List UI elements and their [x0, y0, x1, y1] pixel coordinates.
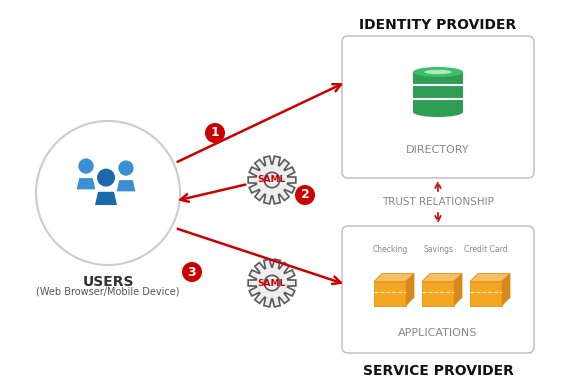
Circle shape	[118, 160, 134, 176]
Ellipse shape	[424, 70, 452, 74]
Circle shape	[182, 262, 202, 282]
Circle shape	[264, 275, 280, 291]
Polygon shape	[502, 274, 510, 305]
Polygon shape	[116, 180, 135, 191]
Text: IDENTITY PROVIDER: IDENTITY PROVIDER	[359, 18, 517, 32]
Text: 3: 3	[188, 265, 196, 279]
Polygon shape	[406, 274, 414, 305]
Circle shape	[264, 172, 280, 188]
Text: Checking: Checking	[372, 246, 408, 255]
Polygon shape	[77, 178, 95, 189]
Polygon shape	[470, 274, 510, 282]
Polygon shape	[454, 274, 462, 305]
Text: USERS: USERS	[82, 275, 134, 289]
Ellipse shape	[413, 67, 463, 77]
Text: DIRECTORY: DIRECTORY	[406, 145, 470, 155]
FancyBboxPatch shape	[342, 36, 534, 178]
Text: TRUST RELATIONSHIP: TRUST RELATIONSHIP	[382, 197, 494, 207]
Text: 1: 1	[211, 126, 219, 140]
Text: SAML: SAML	[258, 175, 286, 185]
Polygon shape	[248, 156, 296, 204]
Text: Credit Card: Credit Card	[464, 246, 508, 255]
Circle shape	[36, 121, 180, 265]
Polygon shape	[374, 282, 406, 305]
Polygon shape	[422, 274, 462, 282]
Text: SERVICE PROVIDER: SERVICE PROVIDER	[363, 364, 513, 378]
Text: 2: 2	[300, 189, 309, 201]
Circle shape	[78, 158, 94, 174]
Polygon shape	[248, 259, 296, 307]
FancyBboxPatch shape	[342, 226, 534, 353]
Circle shape	[205, 123, 225, 143]
Text: (Web Browser/Mobile Device): (Web Browser/Mobile Device)	[36, 287, 180, 297]
Text: Savings: Savings	[423, 246, 453, 255]
Circle shape	[97, 169, 115, 187]
Polygon shape	[422, 282, 454, 305]
Circle shape	[295, 185, 315, 205]
Text: SAML: SAML	[258, 279, 286, 288]
Polygon shape	[374, 274, 414, 282]
Polygon shape	[470, 282, 502, 305]
Text: APPLICATIONS: APPLICATIONS	[399, 328, 478, 338]
Ellipse shape	[413, 107, 463, 117]
Polygon shape	[95, 192, 117, 205]
Bar	[413, 72, 463, 112]
